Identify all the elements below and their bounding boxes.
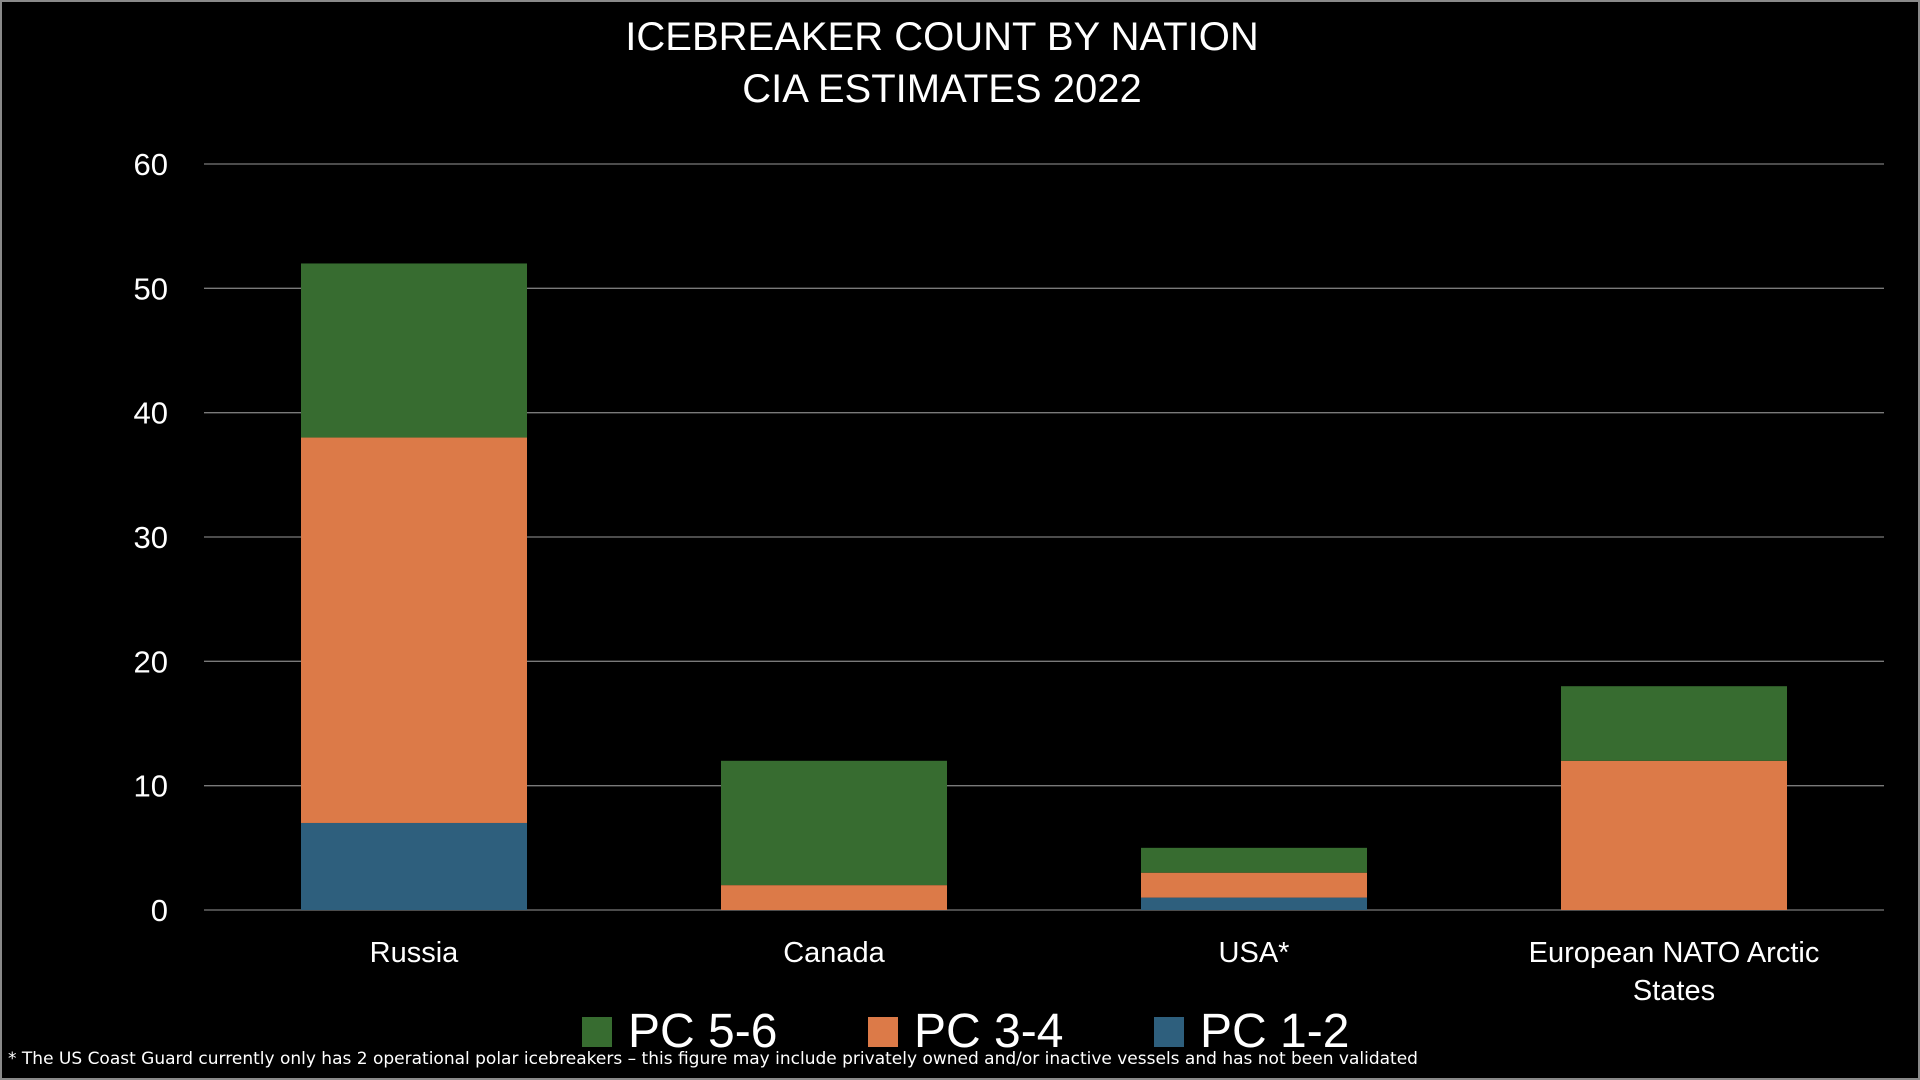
y-tick-label: 50	[134, 271, 168, 306]
legend: PC 5-6 PC 3-4 PC 1-2	[582, 1005, 1349, 1058]
legend-swatch-pc-5-6	[582, 1017, 612, 1047]
x-axis-category-labels: Russia Canada USA* European NATO Arctic Stat…	[370, 937, 1820, 1007]
bar-segment-pc-5-6-canada	[721, 760, 947, 886]
y-tick-label: 60	[134, 147, 168, 182]
chart-title-line-2: CIA ESTIMATES 2022	[742, 67, 1141, 111]
bar-segment-pc-3-4-canada	[721, 885, 947, 910]
footnote: * The US Coast Guard currently only has …	[8, 1049, 1418, 1069]
bar-segment-pc-3-4-usa	[1141, 872, 1367, 898]
bar-segment-pc-5-6-russia	[301, 263, 527, 438]
bar-segment-pc-1-2-russia	[301, 822, 527, 910]
legend-swatch-pc-3-4	[868, 1017, 898, 1047]
y-tick-label: 10	[134, 769, 168, 804]
x-category-label: USA*	[1219, 937, 1290, 969]
bar-segment-pc-3-4-russia	[301, 437, 527, 823]
y-tick-label: 40	[134, 396, 168, 431]
y-tick-label: 0	[151, 893, 168, 928]
bar-segment-pc-1-2-usa	[1141, 897, 1367, 910]
legend-label-pc-5-6: PC 5-6	[628, 1005, 777, 1058]
y-tick-label: 30	[134, 520, 168, 555]
bars	[301, 263, 1787, 910]
x-category-label: States	[1633, 975, 1715, 1007]
chart-title-line-1: ICEBREAKER COUNT BY NATION	[625, 15, 1258, 59]
legend-label-pc-1-2: PC 1-2	[1200, 1005, 1349, 1058]
x-category-label: European NATO Arctic	[1529, 937, 1820, 969]
x-category-label: Russia	[370, 937, 460, 969]
bar-segment-pc-5-6-usa	[1141, 847, 1367, 873]
y-axis-tick-labels: 0 10 20 30 40 50 60	[134, 147, 168, 928]
bar-segment-pc-3-4-european	[1561, 760, 1787, 910]
chart-title: ICEBREAKER COUNT BY NATION CIA ESTIMATES …	[625, 15, 1258, 111]
y-tick-label: 20	[134, 644, 168, 679]
legend-label-pc-3-4: PC 3-4	[914, 1005, 1063, 1058]
legend-swatch-pc-1-2	[1154, 1017, 1184, 1047]
x-category-label: Canada	[783, 937, 885, 969]
bar-segment-pc-5-6-european	[1561, 686, 1787, 761]
